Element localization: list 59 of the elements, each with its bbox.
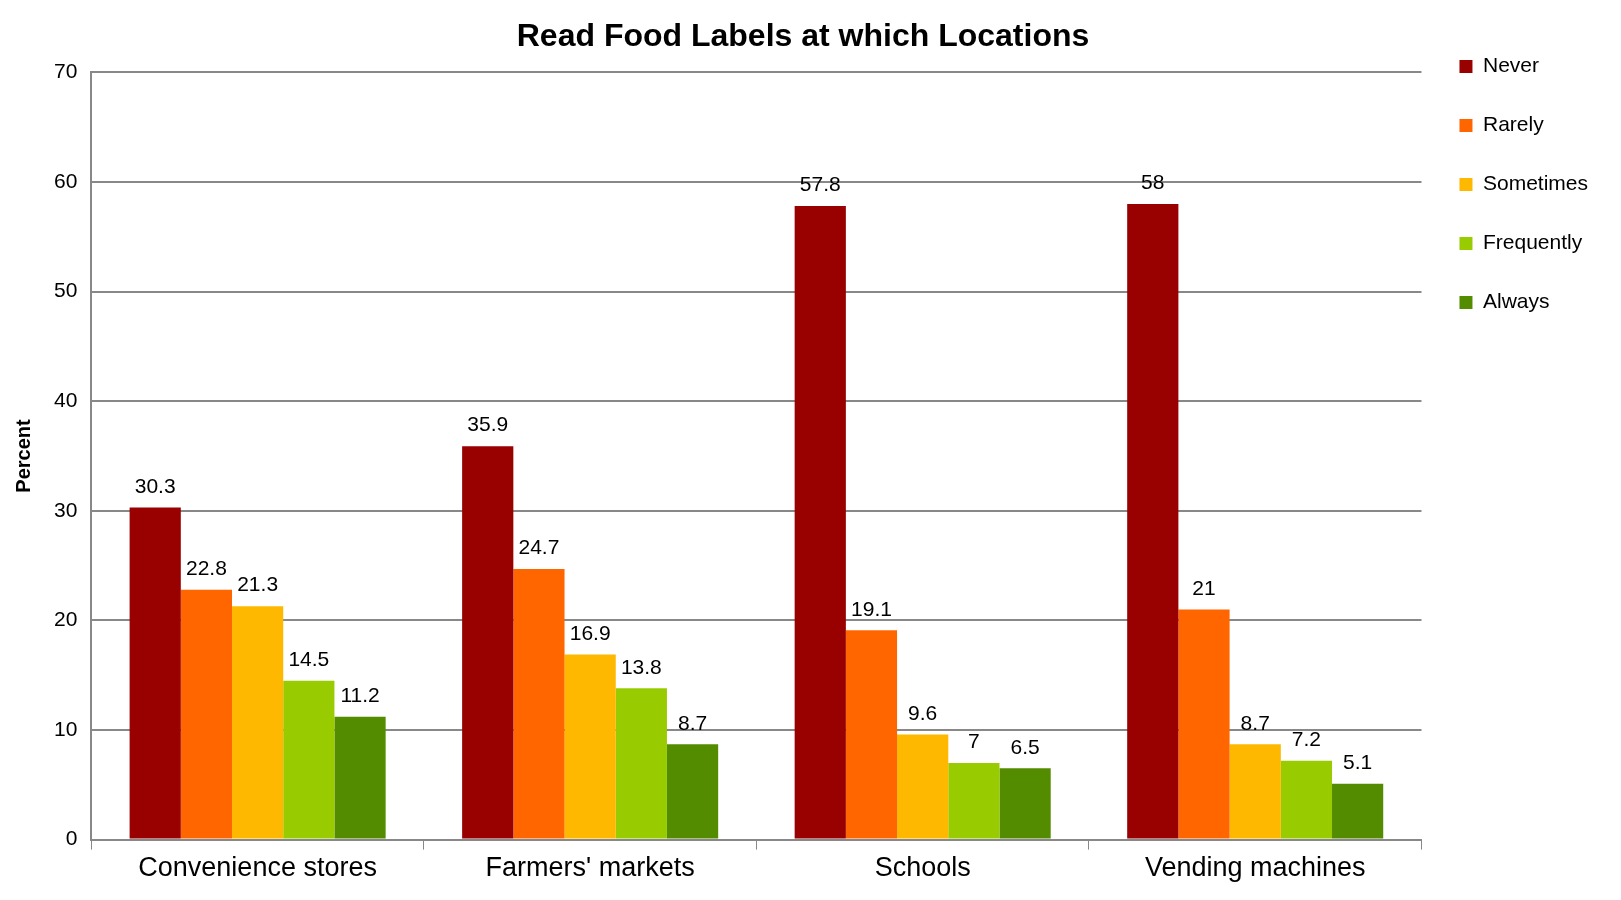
bar [1229,744,1281,839]
x-tick-label: Schools [874,852,971,883]
x-tick-label: Convenience stores [138,852,377,883]
bar [666,744,719,839]
bar [897,734,949,839]
data-label: 14.5 [288,646,330,670]
bar [129,507,181,839]
bar [845,630,898,839]
bar [283,680,335,839]
data-label: 21 [1192,575,1216,599]
data-label: 9.6 [908,700,938,724]
bar [1332,783,1384,839]
bar [180,589,233,839]
bar [1178,609,1230,839]
data-label: 7.2 [1291,726,1322,750]
bar [513,568,565,839]
bar [564,654,616,839]
legend-label: Rarely [1482,112,1545,136]
data-label: 57.8 [799,172,841,196]
data-label: 24.7 [518,535,560,559]
y-tick-label: 20 [54,607,78,631]
bar [1127,203,1179,839]
y-tick-label: 40 [54,388,78,411]
y-tick-label: 0 [65,826,78,850]
bar [1280,760,1333,839]
data-label: 22.8 [185,556,227,580]
legend-label: Never [1482,53,1539,77]
bar [462,446,514,839]
data-label: 5.1 [1343,750,1373,773]
bar [999,768,1051,839]
y-tick-label: 10 [54,716,78,740]
chart-title: Read Food Labels at which Locations [516,17,1090,54]
y-tick-label: 70 [54,59,78,83]
y-tick-label: 30 [54,497,78,521]
data-label: 7 [968,729,980,753]
bar [615,688,667,839]
data-label: 8.7 [1240,710,1270,734]
data-label: 16.9 [569,620,611,644]
data-label: 21.3 [237,572,279,596]
bar [232,606,284,839]
y-tick-label: 60 [54,168,78,192]
legend-label: Always [1482,289,1550,313]
data-label: 13.8 [620,654,662,678]
legend-label: Frequently [1482,230,1583,254]
legend-label: Sometimes [1482,171,1588,195]
bar [794,206,846,839]
data-label: 58 [1141,170,1165,194]
data-label: 6.5 [1010,734,1040,758]
data-label: 30.3 [134,473,176,497]
bar [334,716,386,839]
y-axis-title: Percent [11,418,34,493]
y-tick-label: 50 [54,278,78,302]
x-tick-label: Vending machines [1144,852,1366,883]
x-tick-label: Farmers' markets [485,852,695,883]
data-label: 35.9 [467,412,509,436]
bar [948,762,1000,839]
data-label: 8.7 [677,710,708,734]
data-label: 11.2 [340,683,380,707]
data-label: 19.1 [851,596,892,620]
